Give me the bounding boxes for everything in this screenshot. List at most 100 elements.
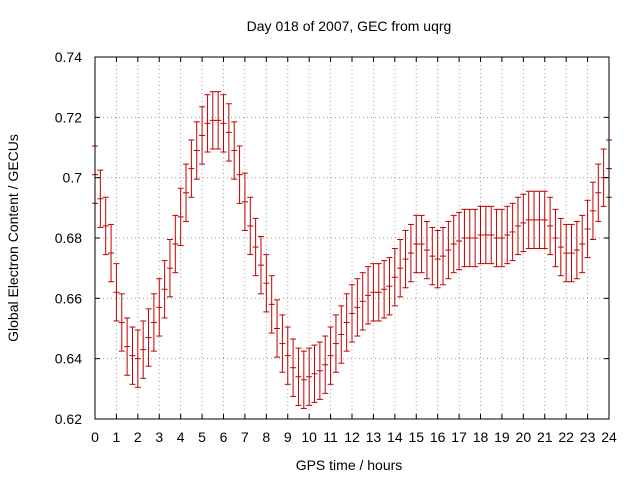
data-point <box>568 223 575 283</box>
data-point <box>300 350 307 409</box>
x-tick-label: 2 <box>134 429 142 445</box>
data-point <box>327 326 334 385</box>
x-tick-label: 1 <box>113 429 121 445</box>
x-tick-label: 13 <box>366 429 382 445</box>
data-point <box>108 223 115 283</box>
data-point <box>188 139 195 198</box>
data-point <box>166 239 173 298</box>
data-point <box>209 91 216 150</box>
x-tick-label: 0 <box>91 429 99 445</box>
data-point <box>359 272 366 331</box>
data-point <box>236 145 243 204</box>
x-tick-label: 17 <box>451 429 467 445</box>
data-point <box>279 314 286 373</box>
data-point <box>156 278 163 337</box>
data-point <box>252 217 259 277</box>
chart-title: Day 018 of 2007, GEC from uqrg <box>247 18 452 34</box>
data-point <box>118 293 125 352</box>
data-point <box>520 193 527 253</box>
data-point <box>397 239 404 298</box>
data-point <box>150 293 157 352</box>
y-tick-labels: 0.62 0.64 0.66 0.68 0.7 0.72 0.74 <box>55 49 82 427</box>
data-point <box>102 196 109 256</box>
y-tick-label: 0.68 <box>55 230 82 246</box>
data-point <box>531 190 538 250</box>
data-point <box>557 217 564 277</box>
y-tick-label: 0.74 <box>55 49 82 65</box>
data-point <box>418 214 425 274</box>
data-point <box>477 205 484 265</box>
x-tick-label: 20 <box>516 429 532 445</box>
data-point <box>247 196 254 256</box>
y-axis-title: Global Electron Content / GECUs <box>5 134 21 342</box>
data-point <box>113 263 120 322</box>
data-point <box>311 344 318 403</box>
x-tick-label: 8 <box>262 429 270 445</box>
data-point <box>445 220 452 280</box>
y-tick-label: 0.64 <box>55 351 82 367</box>
x-tick-label: 3 <box>155 429 163 445</box>
y-tick-label: 0.72 <box>55 109 82 125</box>
data-point <box>381 260 388 319</box>
data-point <box>370 263 377 322</box>
data-point <box>461 208 468 268</box>
data-point <box>225 103 232 162</box>
data-point <box>472 208 479 268</box>
data-point <box>456 211 463 271</box>
data-point <box>375 263 382 322</box>
data-point <box>193 121 200 180</box>
data-point <box>199 106 206 165</box>
data-point <box>284 326 291 385</box>
data-point <box>504 205 511 265</box>
data-point <box>440 226 447 286</box>
x-tick-label: 7 <box>241 429 249 445</box>
data-point <box>306 347 313 406</box>
data-point <box>514 196 521 256</box>
data-point <box>536 190 543 250</box>
data-point <box>241 172 248 231</box>
data-point <box>231 121 238 180</box>
data-point <box>354 278 361 337</box>
data-point <box>263 254 270 313</box>
data-point <box>386 257 393 316</box>
data-point <box>482 205 489 265</box>
data-point <box>343 293 350 352</box>
axis-ticks <box>94 56 610 420</box>
data-point <box>488 205 495 265</box>
data-point <box>466 208 473 268</box>
data-point <box>145 308 152 367</box>
data-point <box>332 314 339 373</box>
data-point <box>402 229 409 289</box>
data-point <box>295 347 302 406</box>
data-point <box>525 190 532 250</box>
data-point <box>129 326 136 385</box>
x-tick-label: 6 <box>220 429 228 445</box>
data-point <box>595 163 602 222</box>
grid-lines <box>95 57 609 419</box>
x-tick-label: 9 <box>284 429 292 445</box>
data-point <box>450 214 457 274</box>
data-point <box>161 260 168 319</box>
data-point <box>584 199 591 259</box>
data-point <box>547 196 554 256</box>
data-point <box>124 317 131 376</box>
data-point <box>183 163 190 222</box>
x-tick-label: 18 <box>473 429 489 445</box>
data-point <box>573 220 580 280</box>
data-point <box>423 220 430 280</box>
data-point <box>215 91 222 150</box>
data-point <box>316 341 323 400</box>
x-tick-label: 15 <box>408 429 424 445</box>
data-point <box>509 202 516 262</box>
data-point <box>172 214 179 274</box>
data-point <box>274 299 281 358</box>
data-point <box>589 181 596 241</box>
data-point <box>349 284 355 343</box>
data-point <box>579 214 586 274</box>
data-point <box>204 94 211 153</box>
data-point <box>498 208 505 268</box>
x-tick-label: 21 <box>537 429 553 445</box>
y-tick-label: 0.7 <box>63 170 83 186</box>
